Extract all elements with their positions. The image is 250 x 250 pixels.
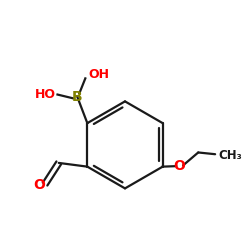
Text: CH₃: CH₃ (219, 149, 242, 162)
Text: O: O (174, 159, 186, 173)
Text: OH: OH (88, 68, 109, 82)
Text: B: B (72, 90, 83, 104)
Text: O: O (34, 178, 46, 192)
Text: HO: HO (34, 88, 56, 101)
